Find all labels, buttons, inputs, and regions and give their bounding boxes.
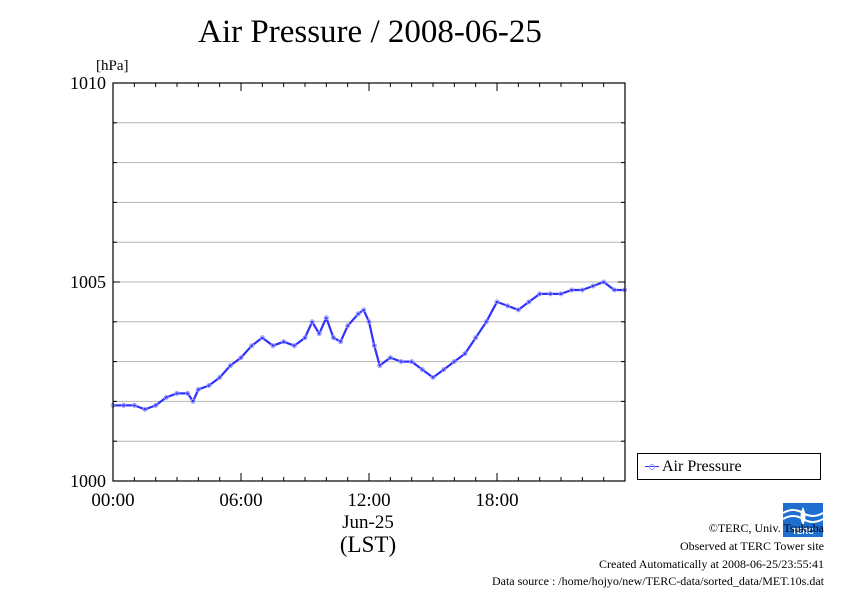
data-point — [590, 283, 596, 289]
data-point — [163, 394, 169, 400]
data-point — [309, 319, 315, 325]
x-axis-date-label: Jun-25 — [342, 512, 394, 533]
data-point — [270, 343, 276, 349]
data-point — [291, 343, 297, 349]
data-point — [302, 335, 308, 341]
terc-logo-icon: TERC — [783, 503, 823, 537]
data-point — [547, 291, 553, 297]
data-point — [558, 291, 564, 297]
legend: Air Pressure — [637, 453, 821, 480]
data-point — [185, 390, 191, 396]
data-point — [537, 291, 543, 297]
data-point — [505, 303, 511, 309]
data-point — [515, 307, 521, 313]
y-tick-label: 1000 — [70, 471, 106, 491]
data-point — [366, 319, 372, 325]
x-tick-label: 12:00 — [347, 490, 390, 511]
data-point — [377, 363, 383, 369]
legend-line-marker-icon — [645, 464, 659, 470]
data-point — [121, 402, 127, 408]
data-point — [398, 359, 404, 365]
data-point — [483, 319, 489, 325]
data-point — [355, 311, 361, 317]
footer-created: Created Automatically at 2008-06-25/23:5… — [599, 557, 824, 571]
data-point — [217, 375, 223, 380]
x-tick-label: 18:00 — [475, 490, 518, 511]
data-point — [345, 323, 351, 329]
x-tick-label: 00:00 — [91, 490, 134, 511]
data-point — [259, 335, 265, 341]
series-line-air-pressure — [113, 280, 625, 411]
data-point — [371, 343, 377, 349]
data-point — [526, 299, 532, 305]
data-point — [338, 339, 344, 345]
data-point — [611, 287, 617, 293]
data-point — [227, 363, 233, 369]
y-tick-label: 1005 — [70, 272, 106, 292]
data-point — [419, 367, 425, 373]
data-point — [195, 387, 201, 392]
data-point — [153, 402, 159, 408]
y-tick-label: 1010 — [70, 73, 106, 93]
y-axis-unit-label: [hPa] — [96, 58, 129, 74]
x-tick-label: 06:00 — [219, 490, 262, 511]
footer-copyright: ©TERC, Univ. Tsukuba — [708, 521, 824, 535]
legend-label: Air Pressure — [662, 458, 742, 475]
data-point — [462, 351, 468, 357]
data-point — [323, 315, 329, 321]
data-point — [569, 287, 575, 293]
footer-source: Data source : /home/hojyo/new/TERC-data/… — [491, 574, 824, 588]
data-point — [206, 383, 212, 388]
data-point — [361, 307, 367, 313]
data-point — [281, 339, 287, 345]
data-point — [387, 355, 393, 361]
data-point — [131, 402, 137, 408]
chart-title: Air Pressure / 2008-06-25 — [198, 14, 542, 50]
data-point — [190, 398, 196, 404]
data-point — [142, 406, 148, 412]
data-point — [579, 287, 585, 293]
x-axis-timezone-label: (LST) — [340, 532, 396, 557]
data-point — [330, 335, 336, 341]
data-point — [441, 367, 447, 373]
data-point — [409, 359, 415, 365]
footer-observed: Observed at TERC Tower site — [679, 539, 824, 553]
data-point — [238, 355, 244, 361]
data-point — [249, 343, 255, 349]
data-point — [430, 375, 436, 380]
data-point — [494, 299, 500, 305]
data-point — [174, 390, 180, 396]
data-point — [473, 335, 479, 341]
data-point — [601, 279, 607, 285]
data-point — [451, 359, 457, 365]
data-point — [316, 331, 322, 337]
logo-text: TERC — [792, 527, 814, 536]
